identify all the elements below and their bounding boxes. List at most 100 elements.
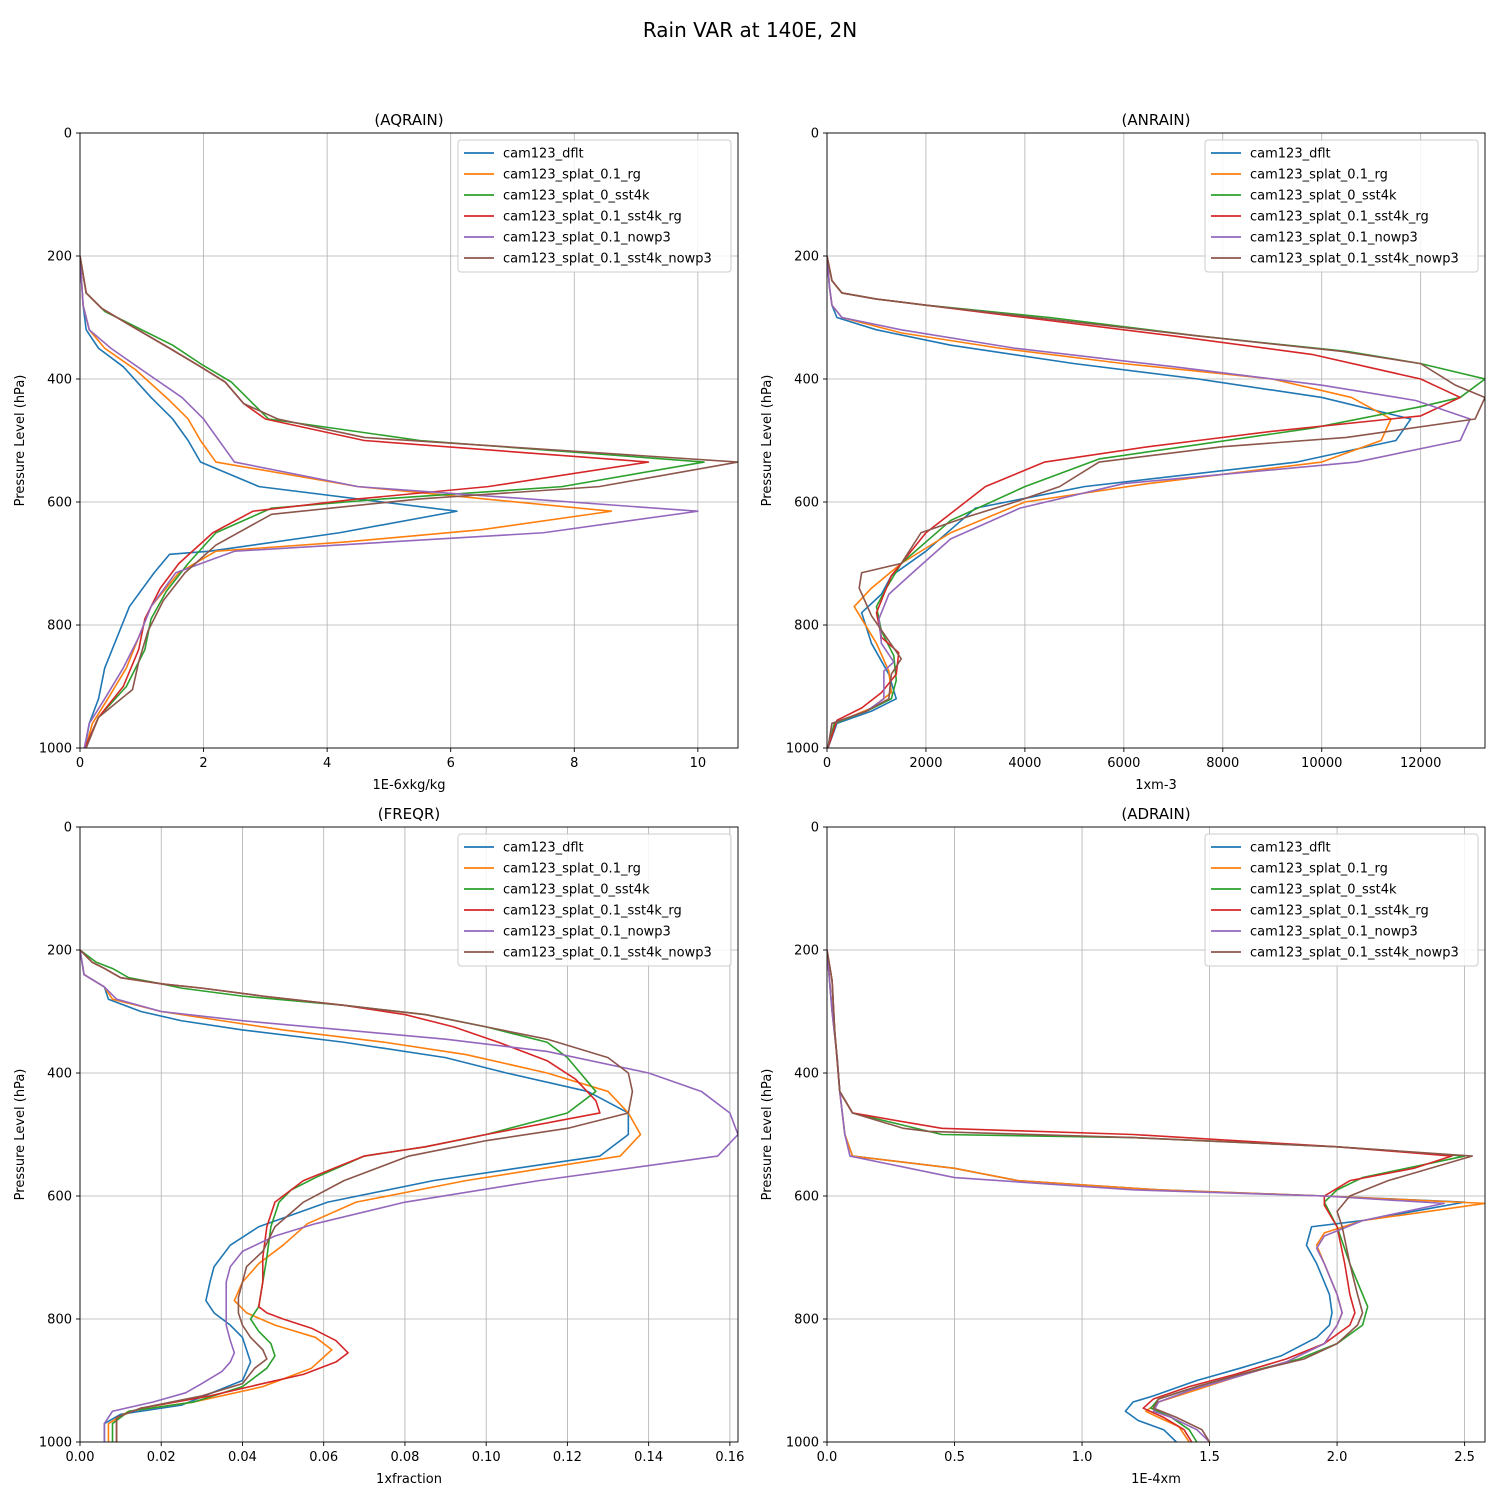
legend-label-3: cam123_splat_0.1_sst4k_rg: [503, 904, 682, 919]
x-tick-label: 1.0: [1072, 1450, 1093, 1465]
y-tick-label: 0: [64, 127, 72, 142]
y-tick-label: 600: [794, 1190, 819, 1205]
legend-label-2: cam123_splat_0_sst4k: [1250, 189, 1397, 204]
legend-label-5: cam123_splat_0.1_sst4k_nowp3: [1250, 252, 1459, 267]
subplot-grid: 0 2 4 6 8 10 0 200 400 600 800 1000 (AQRAIN) 1E-6xkg/…: [13, 111, 1486, 1487]
y-tick-label: 1000: [39, 1436, 72, 1451]
legend-box: [457, 833, 732, 967]
legend-label-5: cam123_splat_0.1_sst4k_nowp3: [503, 946, 712, 961]
x-tick-label: 2: [199, 756, 207, 771]
x-tick-label: 10: [690, 756, 707, 771]
y-tick-label: 600: [794, 496, 819, 511]
y-tick-label: 0: [811, 821, 819, 836]
series-line-1: [827, 255, 1392, 748]
y-tick-label: 1000: [39, 742, 72, 757]
legend-label-5: cam123_splat_0.1_sst4k_nowp3: [1250, 946, 1459, 961]
x-tick-label: 6000: [1107, 756, 1140, 771]
x-tick-label: 0.00: [66, 1450, 95, 1465]
x-tick-label: 1.5: [1199, 1450, 1220, 1465]
legend-label-1: cam123_splat_0.1_rg: [1250, 168, 1388, 183]
subplot-0: 0 2 4 6 8 10 0 200 400 600 800 1000 (AQRAIN) 1E-6xkg/…: [13, 111, 739, 793]
legend-label-1: cam123_splat_0.1_rg: [503, 862, 641, 877]
subplot-1: 0 2000 4000 6000 8000 10000 12000 0 200 400 600 800…: [760, 111, 1486, 793]
legend-label-4: cam123_splat_0.1_nowp3: [503, 925, 671, 940]
y-tick-label: 1000: [786, 742, 819, 757]
axes-frame: [79, 132, 739, 749]
y-tick-label: 400: [47, 373, 72, 388]
subplot-2: 0.00 0.02 0.04 0.06 0.08 0.10 0.12 0.14 0.16 0 200…: [13, 805, 744, 1487]
x-tick-label: 2.5: [1454, 1450, 1475, 1465]
legend-box: [1204, 833, 1479, 967]
legend: cam123_dflt cam123_splat_0.1_rg cam123_spl…: [457, 139, 732, 273]
legend: cam123_dflt cam123_splat_0.1_rg cam123_spl…: [1204, 833, 1479, 967]
legend-label-4: cam123_splat_0.1_nowp3: [1250, 231, 1418, 246]
x-axis-label: 1E-6xkg/kg: [372, 778, 445, 793]
x-tick-label: 2000: [909, 756, 942, 771]
y-tick-label: 200: [47, 944, 72, 959]
y-tick-label: 400: [47, 1067, 72, 1082]
y-axis-label: Pressure Level (hPa): [13, 375, 28, 507]
series-line-4: [827, 949, 1445, 1442]
series-line-5: [827, 255, 1485, 748]
axes-frame: [826, 826, 1486, 1443]
series-line-5: [827, 949, 1474, 1442]
subplot-title: (AQRAIN): [374, 111, 443, 129]
x-tick-label: 0.16: [715, 1450, 744, 1465]
axes-frame: [79, 826, 739, 1443]
subplot-title: (FREQR): [378, 805, 440, 823]
series-line-1: [80, 949, 642, 1442]
series-line-3: [827, 949, 1453, 1442]
x-tick-label: 0: [76, 756, 84, 771]
x-tick-label: 0.04: [228, 1450, 257, 1465]
x-tick-label: 12000: [1400, 756, 1441, 771]
x-tick-label: 6: [447, 756, 455, 771]
legend: cam123_dflt cam123_splat_0.1_rg cam123_spl…: [1204, 139, 1479, 273]
x-axis-label: 1E-4xm: [1131, 1472, 1181, 1487]
x-tick-label: 10000: [1301, 756, 1342, 771]
series-line-4: [80, 255, 699, 748]
x-tick-label: 0.02: [147, 1450, 176, 1465]
legend-label-1: cam123_splat_0.1_rg: [1250, 862, 1388, 877]
x-tick-label: 0.10: [472, 1450, 501, 1465]
legend: cam123_dflt cam123_splat_0.1_rg cam123_spl…: [457, 833, 732, 967]
series-line-2: [80, 255, 705, 748]
axes-frame: [826, 132, 1486, 749]
y-axis-label: Pressure Level (hPa): [13, 1069, 28, 1201]
y-tick-label: 200: [794, 944, 819, 959]
series-line-5: [80, 255, 738, 748]
series-line-0: [80, 255, 458, 748]
legend-label-3: cam123_splat_0.1_sst4k_rg: [1250, 210, 1429, 225]
legend-label-5: cam123_splat_0.1_sst4k_nowp3: [503, 252, 712, 267]
y-axis-label: Pressure Level (hPa): [760, 1069, 775, 1201]
x-axis-label: 1xm-3: [1135, 778, 1177, 793]
series-line-5: [80, 949, 634, 1442]
y-tick-label: 1000: [786, 1436, 819, 1451]
y-tick-label: 800: [794, 1313, 819, 1328]
y-tick-label: 600: [47, 1190, 72, 1205]
x-tick-label: 8: [570, 756, 578, 771]
y-tick-label: 800: [47, 619, 72, 634]
x-tick-label: 4: [323, 756, 331, 771]
y-tick-label: 200: [47, 250, 72, 265]
series-line-2: [80, 949, 597, 1442]
x-tick-label: 4000: [1008, 756, 1041, 771]
series-line-0: [80, 949, 630, 1442]
x-tick-label: 0.5: [944, 1450, 965, 1465]
legend-label-3: cam123_splat_0.1_sst4k_rg: [503, 210, 682, 225]
series-line-4: [80, 949, 738, 1442]
y-tick-label: 200: [794, 250, 819, 265]
x-axis-label: 1xfraction: [376, 1472, 442, 1487]
legend-box: [457, 139, 732, 273]
x-tick-label: 0.0: [817, 1450, 838, 1465]
legend-label-2: cam123_splat_0_sst4k: [503, 883, 650, 898]
x-tick-label: 0.08: [390, 1450, 419, 1465]
y-tick-label: 800: [794, 619, 819, 634]
legend-label-0: cam123_dflt: [1250, 147, 1331, 162]
y-tick-label: 0: [811, 127, 819, 142]
legend-label-4: cam123_splat_0.1_nowp3: [503, 231, 671, 246]
legend-label-3: cam123_splat_0.1_sst4k_rg: [1250, 904, 1429, 919]
legend-label-0: cam123_dflt: [503, 147, 584, 162]
legend-label-1: cam123_splat_0.1_rg: [503, 168, 641, 183]
series-line-4: [827, 255, 1471, 748]
